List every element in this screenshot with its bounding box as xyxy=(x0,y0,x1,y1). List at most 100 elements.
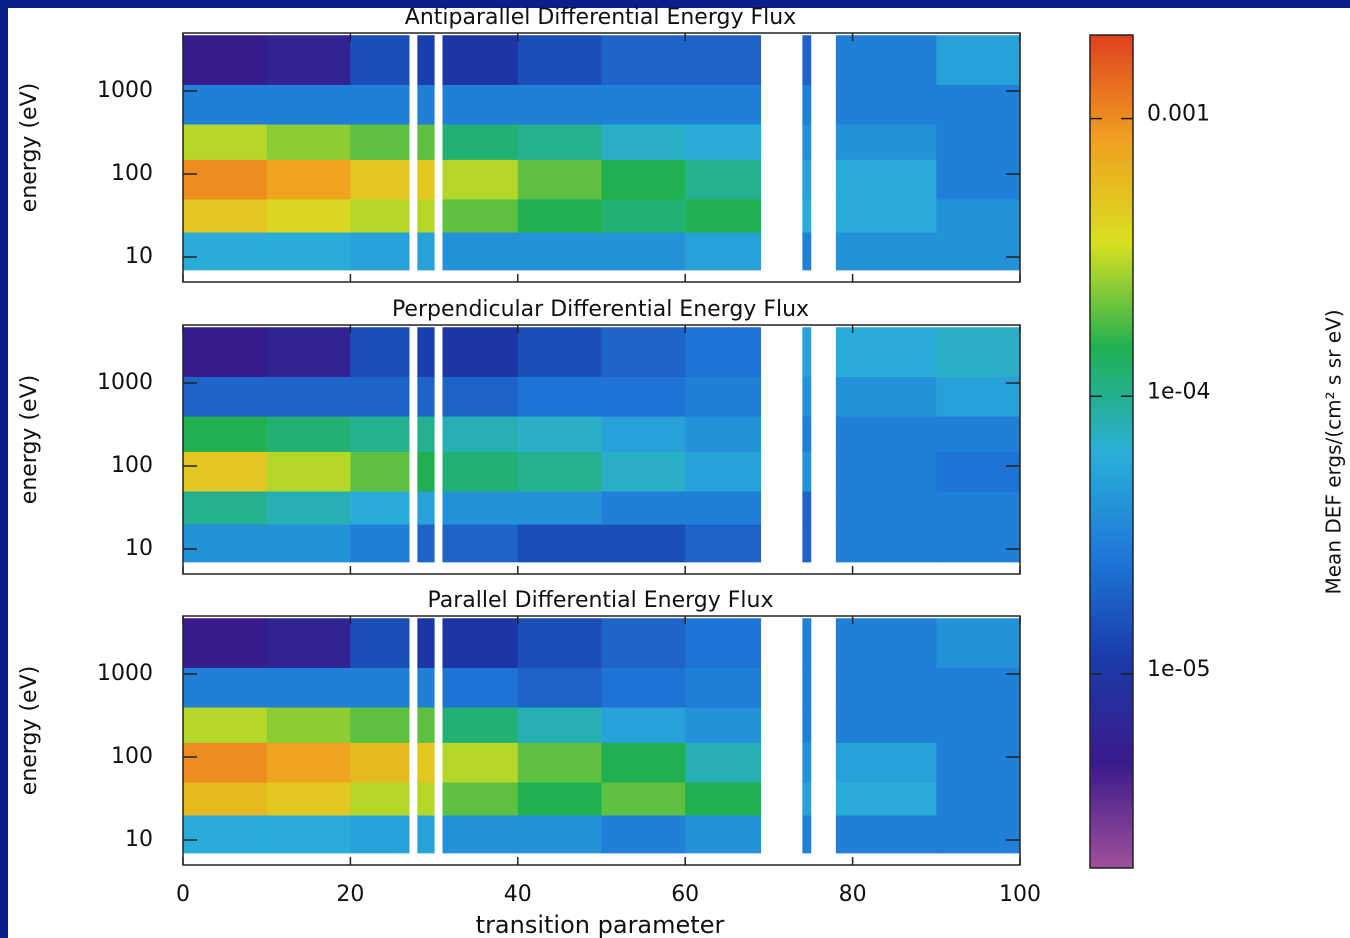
heat-cell xyxy=(442,451,519,492)
heat-cell xyxy=(601,416,686,452)
heat-cell xyxy=(266,707,351,743)
heat-cell xyxy=(266,618,351,668)
heat-cell xyxy=(517,667,602,708)
heat-cell xyxy=(685,782,762,816)
heat-cell xyxy=(835,815,937,854)
heat-cell xyxy=(442,491,519,525)
heat-cell xyxy=(685,84,762,125)
heat-cell xyxy=(802,707,812,743)
heat-cell xyxy=(183,35,268,85)
heat-cell xyxy=(442,667,519,708)
heat-cell xyxy=(266,742,351,783)
heat-cell xyxy=(183,667,268,708)
heat-cell xyxy=(936,451,1021,492)
heat-cell xyxy=(936,491,1021,525)
heat-cell xyxy=(685,199,762,233)
heat-cell xyxy=(517,35,602,85)
heat-cell xyxy=(685,707,762,743)
heat-cell xyxy=(601,815,686,854)
heat-cell xyxy=(802,491,812,525)
heat-cell xyxy=(266,84,351,125)
heat-cell xyxy=(936,742,1021,783)
heat-cell xyxy=(835,35,937,85)
x-tick-label: 60 xyxy=(671,882,699,907)
heat-cell xyxy=(266,416,351,452)
heat-cell xyxy=(835,782,937,816)
y-tick-label: 1000 xyxy=(97,661,153,686)
heat-cell xyxy=(266,451,351,492)
heat-cell xyxy=(350,199,410,233)
heat-cell xyxy=(183,618,268,668)
y-tick-label: 100 xyxy=(111,161,153,186)
heat-cell xyxy=(266,124,351,160)
heat-cell xyxy=(266,524,351,563)
heat-cell xyxy=(802,815,812,854)
y-axis-label: energy (eV) xyxy=(17,375,42,504)
heat-cell xyxy=(802,199,812,233)
heat-cell xyxy=(350,416,410,452)
plot-frame xyxy=(182,615,1021,866)
heat-cell xyxy=(835,742,937,783)
heat-cell xyxy=(517,159,602,200)
x-tick-label: 20 xyxy=(336,882,364,907)
y-axis-label: energy (eV) xyxy=(17,83,42,212)
heat-cell xyxy=(183,327,268,377)
heat-cell xyxy=(936,815,1021,854)
heat-cell xyxy=(417,667,435,708)
heat-cell xyxy=(183,707,268,743)
heat-cell xyxy=(266,159,351,200)
heat-cell xyxy=(442,376,519,417)
heat-cell xyxy=(183,84,268,125)
heat-cell xyxy=(685,416,762,452)
heat-cell xyxy=(685,451,762,492)
heat-cell xyxy=(442,618,519,668)
heat-cell xyxy=(183,232,268,271)
heat-cell xyxy=(517,376,602,417)
heat-cell xyxy=(936,159,1021,200)
heat-cell xyxy=(442,742,519,783)
heat-cell xyxy=(266,376,351,417)
heat-cell xyxy=(802,327,812,377)
heat-cell xyxy=(350,376,410,417)
heat-cell xyxy=(350,84,410,125)
heat-cell xyxy=(802,667,812,708)
heat-cell xyxy=(936,124,1021,160)
heat-cell xyxy=(517,618,602,668)
heat-cell xyxy=(183,742,268,783)
heat-cell xyxy=(685,667,762,708)
heat-cell xyxy=(601,84,686,125)
panel-title: Perpendicular Differential Energy Flux xyxy=(392,297,809,322)
heat-cell xyxy=(601,782,686,816)
heat-cell xyxy=(835,618,937,668)
heat-cell xyxy=(417,815,435,854)
heat-cell xyxy=(517,451,602,492)
heat-cell xyxy=(350,524,410,563)
heat-cell xyxy=(417,232,435,271)
heat-cell xyxy=(442,327,519,377)
heat-cell xyxy=(266,815,351,854)
heat-cell xyxy=(835,416,937,452)
heat-cell xyxy=(685,491,762,525)
heat-cell xyxy=(266,782,351,816)
heat-cell xyxy=(802,84,812,125)
heat-cell xyxy=(835,84,937,125)
heat-cell xyxy=(517,327,602,377)
heat-cell xyxy=(183,524,268,563)
heat-cell xyxy=(417,124,435,160)
heat-cell xyxy=(802,124,812,160)
heat-cell xyxy=(442,35,519,85)
heat-cell xyxy=(417,742,435,783)
heat-cell xyxy=(183,451,268,492)
y-tick-label: 10 xyxy=(125,827,153,852)
panel-title: Parallel Differential Energy Flux xyxy=(427,588,773,613)
heat-cell xyxy=(442,416,519,452)
heat-cell xyxy=(350,815,410,854)
y-tick-label: 100 xyxy=(111,744,153,769)
heat-cell xyxy=(835,707,937,743)
heat-cell xyxy=(350,618,410,668)
heat-cell xyxy=(266,667,351,708)
heat-cell xyxy=(517,742,602,783)
heat-cell xyxy=(802,742,812,783)
heat-cell xyxy=(835,327,937,377)
colorbar-tick-label: 0.001 xyxy=(1147,102,1210,127)
